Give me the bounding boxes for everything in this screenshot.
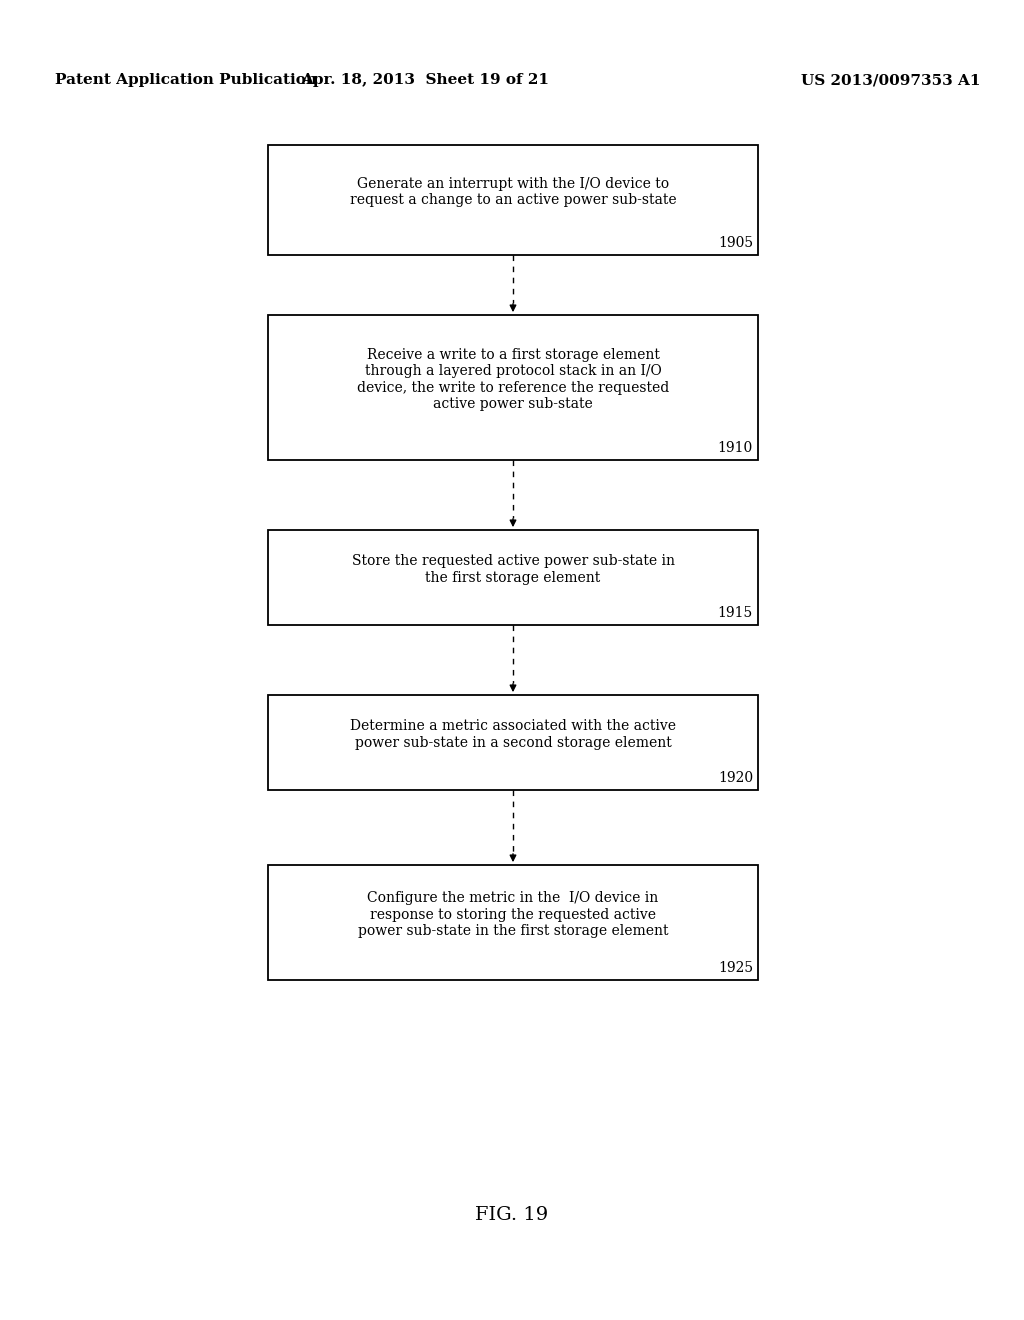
Text: 1920: 1920 [718, 771, 753, 785]
Text: 1915: 1915 [718, 606, 753, 620]
Text: Store the requested active power sub-state in
the first storage element: Store the requested active power sub-sta… [351, 554, 675, 585]
Text: Generate an interrupt with the I/O device to
request a change to an active power: Generate an interrupt with the I/O devic… [349, 177, 676, 207]
Text: Receive a write to a first storage element
through a layered protocol stack in a: Receive a write to a first storage eleme… [357, 348, 669, 411]
Text: 1925: 1925 [718, 961, 753, 975]
Text: 1910: 1910 [718, 441, 753, 455]
Text: FIG. 19: FIG. 19 [475, 1206, 549, 1224]
Bar [268, 865, 758, 979]
Text: Apr. 18, 2013  Sheet 19 of 21: Apr. 18, 2013 Sheet 19 of 21 [301, 73, 549, 87]
Bar [268, 531, 758, 624]
Bar [268, 145, 758, 255]
Text: 1905: 1905 [718, 236, 753, 249]
Bar [268, 696, 758, 789]
Text: Configure the metric in the  I/O device in
response to storing the requested act: Configure the metric in the I/O device i… [357, 891, 669, 937]
Bar [268, 315, 758, 459]
Text: US 2013/0097353 A1: US 2013/0097353 A1 [801, 73, 981, 87]
Text: Patent Application Publication: Patent Application Publication [55, 73, 317, 87]
Text: Determine a metric associated with the active
power sub-state in a second storag: Determine a metric associated with the a… [350, 719, 676, 750]
